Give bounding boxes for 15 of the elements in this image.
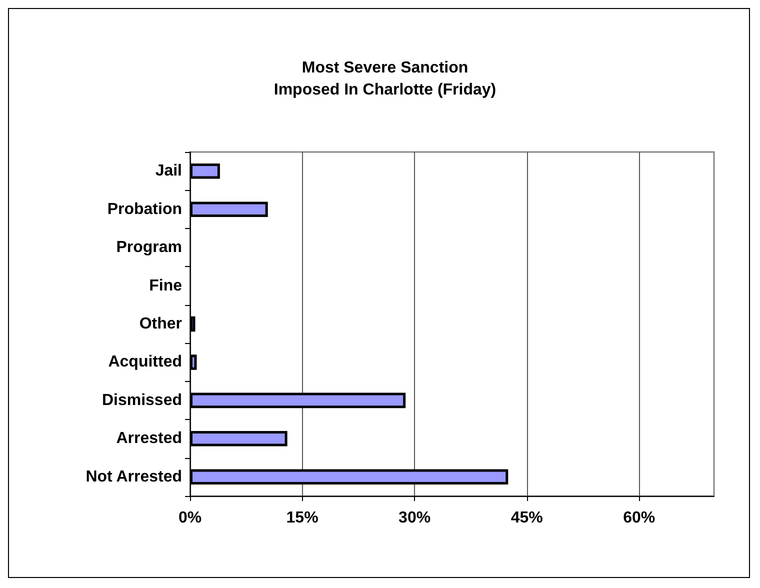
x-tick-label: 30% xyxy=(398,510,431,526)
x-tick-label: 0% xyxy=(178,510,202,526)
y-tick-label: Dismissed xyxy=(102,392,182,409)
chart-title: Most Severe Sanction Imposed In Charlotte (Friday) xyxy=(274,60,496,98)
y-tick-label: Probation xyxy=(107,200,182,218)
y-tick-label: Other xyxy=(139,316,182,332)
y-tick-label: Not Arrested xyxy=(86,468,182,486)
y-tick-label: Arrested xyxy=(116,430,182,448)
y-tick-label: Fine xyxy=(149,277,182,294)
x-tick-label: 45% xyxy=(510,510,543,526)
y-tick-label: Acquitted xyxy=(108,354,182,371)
y-tick-label: Jail xyxy=(155,162,182,180)
x-tick-label: 15% xyxy=(286,510,318,526)
x-tick-label: 60% xyxy=(623,510,656,526)
y-tick-label: Program xyxy=(116,239,182,256)
